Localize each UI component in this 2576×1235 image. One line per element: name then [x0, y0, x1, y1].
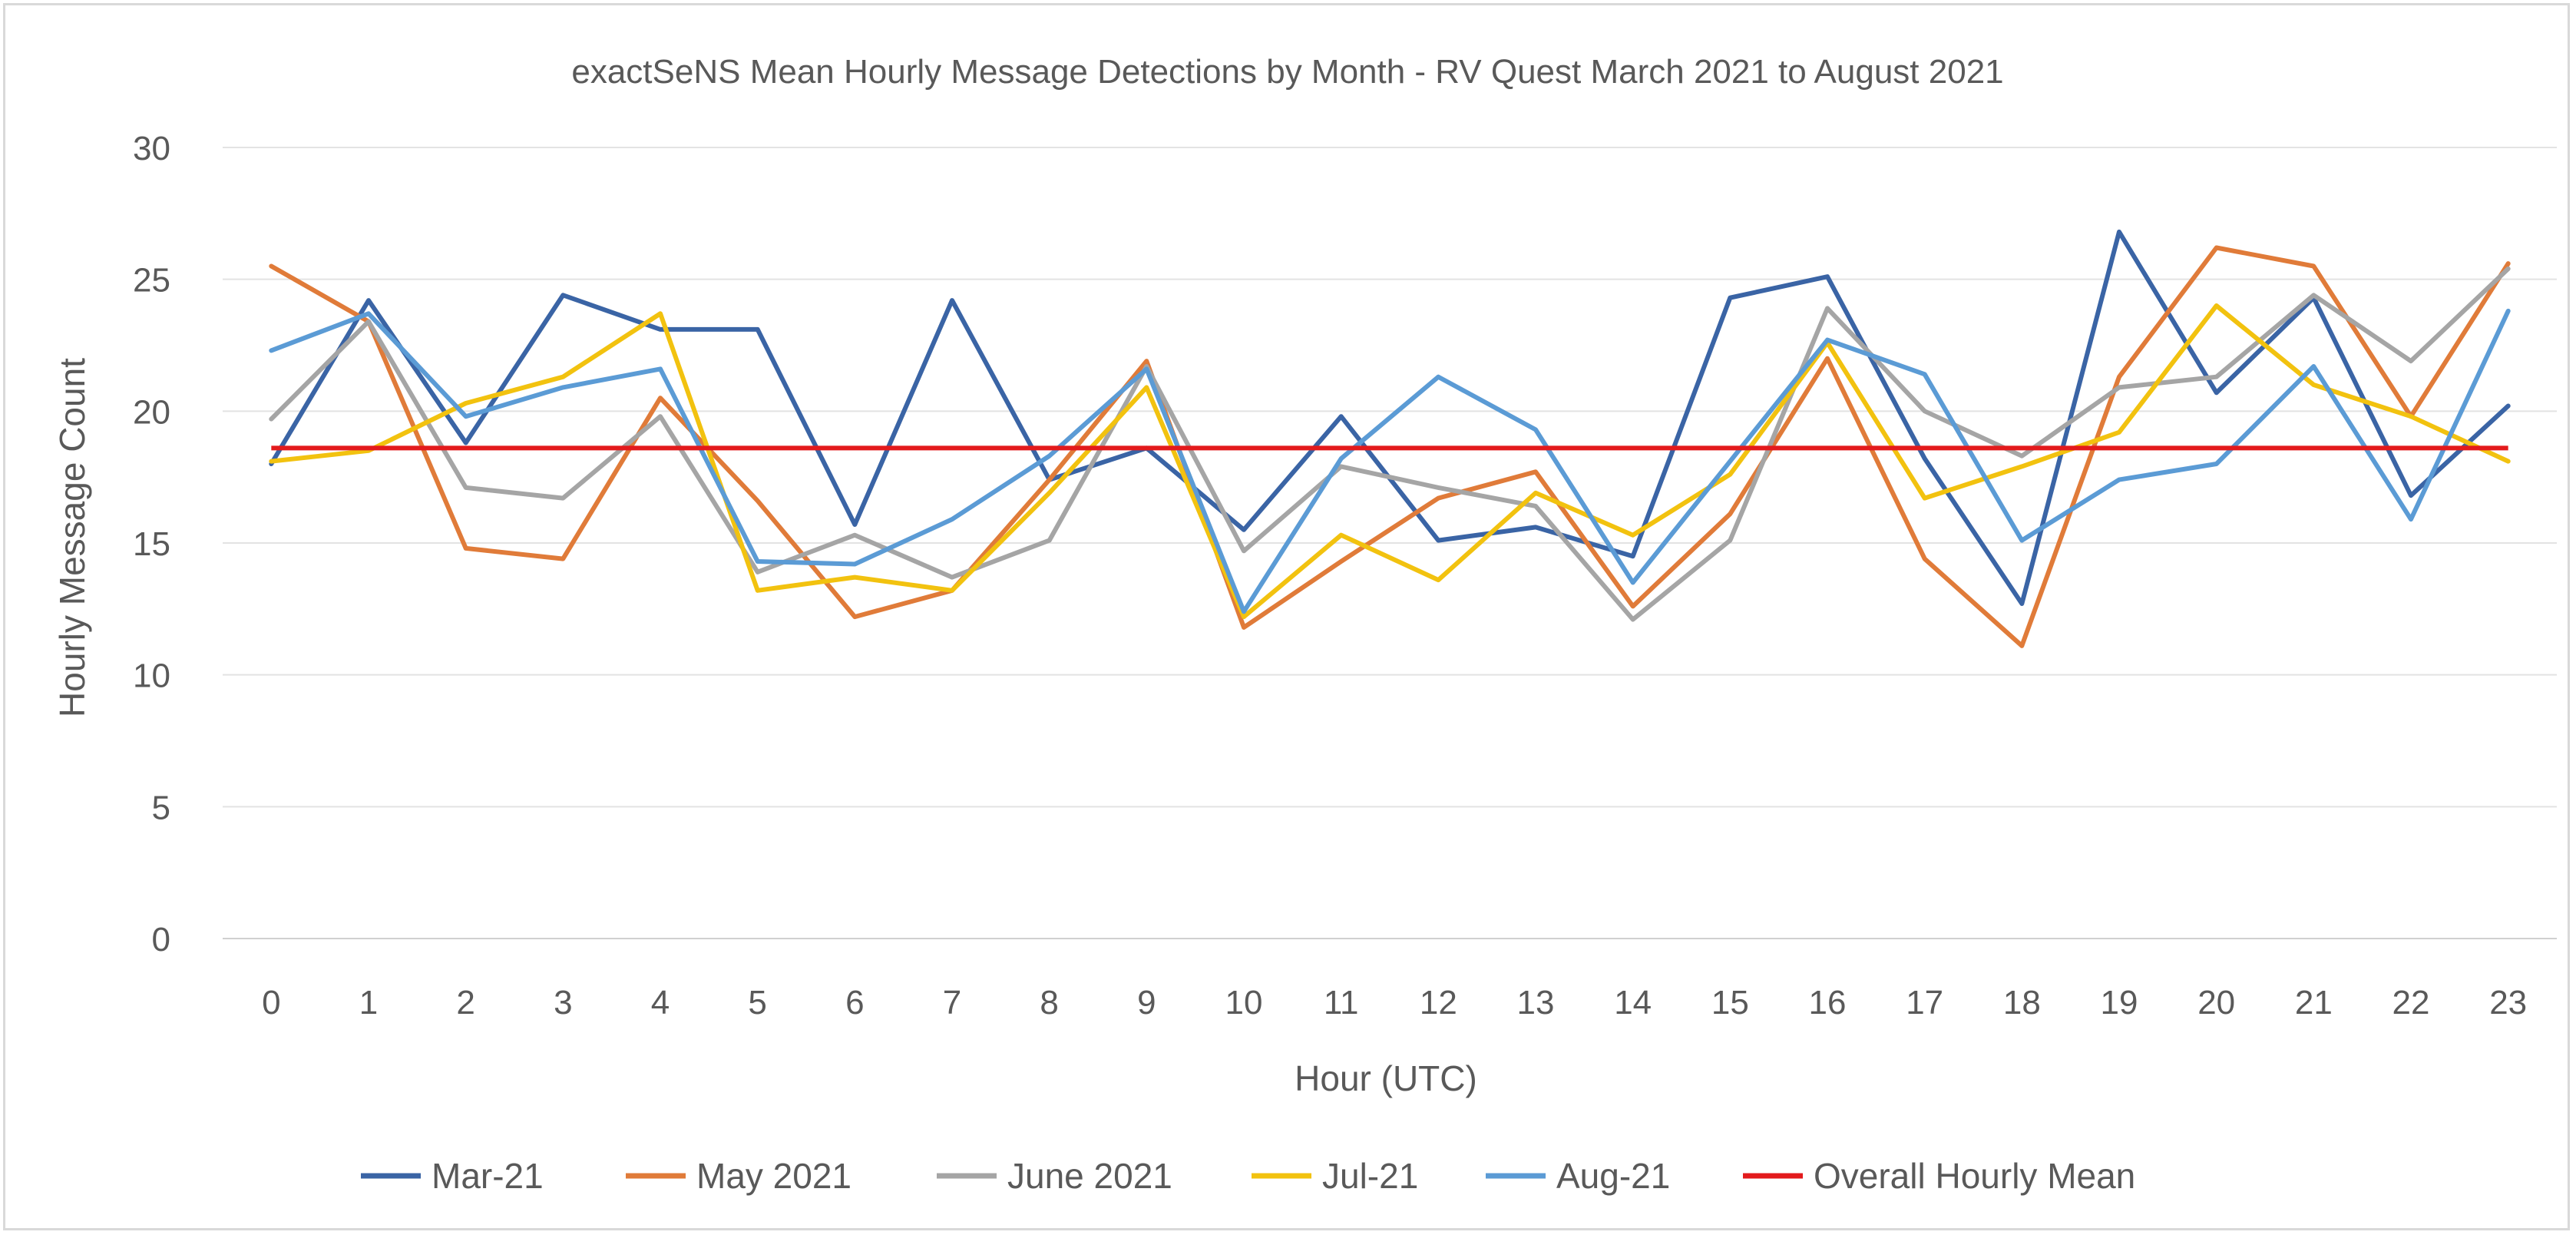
- x-tick-label: 23: [2489, 984, 2527, 1021]
- legend-label: Overall Hourly Mean: [1814, 1156, 2135, 1196]
- y-axis-label: Hourly Message Count: [52, 358, 92, 717]
- legend: Mar-21 May 2021 June 2021 Jul-21 Aug-21 Overa…: [361, 1156, 2135, 1196]
- chart-title: exactSeNS Mean Hourly Message Detections…: [571, 53, 2003, 91]
- y-tick-label: 5: [152, 789, 170, 826]
- series-line-aug-21: [269, 308, 2511, 614]
- series-line-may-2021: [269, 245, 2511, 648]
- x-tick-label: 15: [1711, 984, 1749, 1021]
- x-tick-label: 9: [1137, 984, 1156, 1021]
- x-tick-label: 16: [1809, 984, 1847, 1021]
- x-tick-label: 14: [1614, 984, 1652, 1021]
- series-line-jul-21: [269, 303, 2511, 620]
- x-tick-label: 11: [1324, 984, 1359, 1021]
- x-tick-label: 22: [2392, 984, 2430, 1021]
- legend-label: Mar-21: [432, 1156, 544, 1196]
- y-tick-label: 10: [133, 657, 170, 695]
- legend-label: Jul-21: [1322, 1156, 1418, 1196]
- x-tick-label: 13: [1517, 984, 1555, 1021]
- x-axis-ticks: 0 1 2 3 4 5 6 7 8 9 10 11 12 13 14 15 16 17 18 19 20 21 22 23: [262, 984, 2527, 1021]
- x-tick-label: 5: [748, 984, 766, 1021]
- chart-frame: [3, 3, 2570, 1230]
- y-tick-label: 30: [133, 130, 170, 167]
- gridlines: [223, 147, 2557, 939]
- x-tick-label: 0: [262, 984, 280, 1021]
- x-tick-label: 17: [1906, 984, 1943, 1021]
- x-tick-label: 4: [651, 984, 670, 1021]
- x-tick-label: 12: [1420, 984, 1457, 1021]
- x-tick-label: 7: [943, 984, 961, 1021]
- x-axis-label: Hour (UTC): [1295, 1058, 1477, 1098]
- x-tick-label: 20: [2197, 984, 2235, 1021]
- x-tick-label: 8: [1040, 984, 1058, 1021]
- legend-label: Aug-21: [1556, 1156, 1670, 1196]
- series-line-june-2021: [269, 266, 2511, 622]
- x-tick-label: 21: [2295, 984, 2333, 1021]
- x-tick-label: 2: [456, 984, 475, 1021]
- x-tick-label: 19: [2101, 984, 2138, 1021]
- x-tick-label: 6: [845, 984, 864, 1021]
- x-tick-label: 18: [2003, 984, 2041, 1021]
- y-tick-label: 25: [133, 262, 170, 300]
- y-tick-label: 20: [133, 393, 170, 431]
- y-axis-ticks: 0 5 10 15 20 25 30: [133, 130, 170, 959]
- series-lines: [269, 229, 2511, 648]
- x-tick-label: 1: [359, 984, 378, 1021]
- x-tick-label: 3: [554, 984, 572, 1021]
- y-tick-label: 15: [133, 525, 170, 563]
- legend-label: June 2021: [1007, 1156, 1172, 1196]
- y-tick-label: 0: [152, 921, 170, 959]
- legend-label: May 2021: [696, 1156, 852, 1196]
- x-tick-label: 10: [1225, 984, 1263, 1021]
